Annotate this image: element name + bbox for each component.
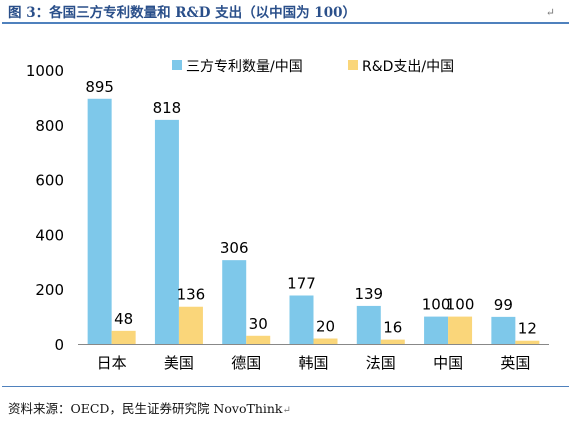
figure-title: 图 3：各国三方专利数量和 R&D 支出（以中国为 100） ↵ xyxy=(2,2,569,24)
data-label-rnd: 20 xyxy=(316,318,335,336)
data-label-patents: 139 xyxy=(354,285,383,303)
bar-patents xyxy=(289,295,314,344)
bar-rnd xyxy=(246,335,271,344)
bar-patents xyxy=(491,316,516,344)
bar-patents xyxy=(424,316,449,344)
data-label-patents: 306 xyxy=(220,239,249,257)
x-tick-label: 法国 xyxy=(366,354,396,372)
data-label-rnd: 136 xyxy=(177,286,206,304)
data-label-patents: 177 xyxy=(287,275,316,293)
bar-rnd xyxy=(111,330,136,344)
bar-patents xyxy=(222,260,247,344)
legend-label-patents: 三方专利数量/中国 xyxy=(186,59,303,75)
x-tick-label: 中国 xyxy=(433,354,463,372)
figure-title-text: 图 3：各国三方专利数量和 R&D 支出（以中国为 100） xyxy=(8,5,356,21)
source-note: 资料来源：OECD，民生证券研究院 NovoThink↵ xyxy=(8,398,291,417)
legend-label-rnd: R&D支出/中国 xyxy=(362,59,454,75)
source-divider xyxy=(2,386,569,387)
bar-patents xyxy=(356,305,381,344)
bar-rnd xyxy=(178,306,203,344)
data-label-patents: 100 xyxy=(422,296,451,314)
legend-swatch-patents xyxy=(172,60,182,70)
y-tick-label: 400 xyxy=(35,226,64,244)
data-label-rnd: 12 xyxy=(518,320,537,338)
source-text: 资料来源：OECD，民生证券研究院 NovoThink xyxy=(8,401,283,416)
paragraph-mark-icon: ↵ xyxy=(282,405,291,416)
bar-patents xyxy=(154,119,179,344)
bar-rnd xyxy=(380,339,405,344)
x-tick-label: 美国 xyxy=(164,354,194,372)
legend-swatch-rnd xyxy=(348,60,358,70)
data-label-rnd: 48 xyxy=(114,310,133,328)
data-label-rnd: 100 xyxy=(446,296,475,314)
x-tick-label: 韩国 xyxy=(298,354,328,372)
y-tick-label: 800 xyxy=(35,117,64,135)
data-label-patents: 818 xyxy=(153,99,182,117)
y-tick-label: 200 xyxy=(35,281,64,299)
bar-patents xyxy=(87,98,112,345)
x-tick-label: 德国 xyxy=(231,354,261,372)
data-label-patents: 99 xyxy=(494,296,513,314)
data-label-rnd: 16 xyxy=(383,319,402,337)
y-tick-label: 0 xyxy=(54,336,64,354)
data-label-rnd: 30 xyxy=(249,315,268,333)
y-tick-label: 600 xyxy=(35,172,64,190)
bar-chart: 0 200 400 600 800 1000 895 48 日本 818 136 美国 306 30 德国 1… xyxy=(26,59,549,372)
bar-rnd xyxy=(448,316,473,344)
paragraph-mark-icon: ↵ xyxy=(545,6,555,19)
y-tick-label: 1000 xyxy=(26,62,64,80)
data-label-patents: 895 xyxy=(85,78,114,96)
x-tick-label: 日本 xyxy=(97,354,127,372)
x-tick-label: 英国 xyxy=(500,354,530,372)
bar-rnd xyxy=(313,338,338,344)
bar-rnd xyxy=(515,340,540,344)
